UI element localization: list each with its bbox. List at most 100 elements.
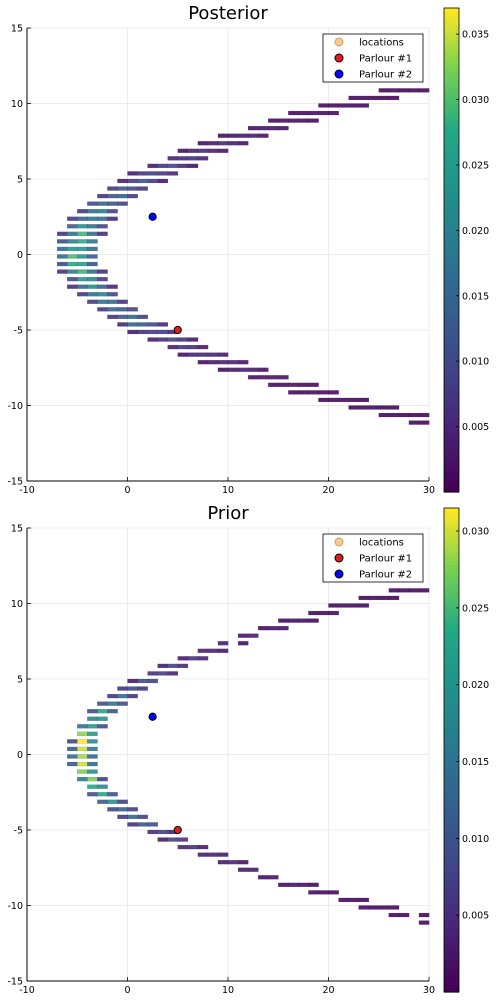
- heatmap-cell: [227, 360, 239, 365]
- heatmap-cell: [288, 382, 299, 387]
- x-tick-label: 20: [322, 485, 334, 496]
- colorbar-segment: [444, 205, 459, 211]
- heatmap-cell: [157, 178, 169, 184]
- heatmap-cell: [87, 269, 98, 274]
- heatmap-cell: [187, 148, 199, 153]
- colorbar-segment: [444, 774, 459, 779]
- heatmap-cell: [77, 292, 88, 297]
- heatmap-cell: [378, 412, 390, 418]
- heatmap-cell: [157, 171, 169, 176]
- colorbar-segment: [444, 391, 459, 396]
- colorbar-segment: [444, 116, 459, 122]
- colorbar-segment: [444, 745, 459, 751]
- heatmap-cell: [97, 209, 108, 214]
- colorbar-segment: [444, 124, 459, 130]
- heatmap-cell: [87, 739, 98, 744]
- heatmap-cell: [308, 118, 319, 123]
- heatmap-cell: [77, 246, 88, 252]
- legend-marker: [334, 53, 344, 63]
- heatmap-cell: [268, 382, 279, 387]
- colorbar-segment: [444, 564, 459, 570]
- colorbar-segment: [444, 927, 459, 933]
- colorbar-segment: [444, 76, 459, 82]
- heatmap-cell: [77, 731, 88, 736]
- heatmap-cell: [157, 322, 169, 327]
- y-tick-label: 5: [17, 175, 23, 186]
- legend-label: Parlour #1: [359, 554, 412, 565]
- colorbar-segment: [444, 100, 459, 106]
- colorbar-segment: [444, 56, 459, 62]
- colorbar-segment: [444, 233, 459, 239]
- heatmap-cell: [187, 352, 199, 357]
- colorbar-segment: [444, 28, 459, 33]
- colorbar-segment: [444, 12, 459, 17]
- colorbar-segment: [444, 770, 459, 775]
- heatmap-cell: [127, 329, 138, 335]
- colorbar-segment: [444, 245, 459, 251]
- heatmap-cell: [147, 822, 159, 827]
- heatmap-cell: [348, 95, 360, 101]
- heatmap-cell: [187, 156, 199, 161]
- y-tick-label: 15: [11, 524, 23, 535]
- heatmap-cell: [328, 890, 339, 895]
- heatmap-cell: [368, 95, 380, 101]
- heatmap-cell: [147, 337, 159, 342]
- heatmap-cell: [77, 739, 88, 744]
- colorbar-segment: [444, 157, 459, 162]
- heatmap-cell: [67, 276, 78, 282]
- colorbar-segment: [444, 68, 459, 74]
- heatmap-cell: [328, 103, 339, 108]
- x-tick-label: 0: [124, 485, 130, 496]
- heatmap-cell: [107, 186, 118, 191]
- heatmap-cell: [398, 588, 410, 593]
- colorbar-segment: [444, 705, 459, 711]
- colorbar-segment: [444, 612, 459, 618]
- heatmap-cell: [157, 671, 169, 676]
- colorbar-segment: [444, 165, 459, 170]
- colorbar-segment: [444, 653, 459, 658]
- heatmap-cell: [368, 405, 380, 410]
- colorbar-segment: [444, 314, 459, 320]
- colorbar-segment: [444, 133, 459, 138]
- heatmap-cell: [177, 163, 189, 169]
- heatmap-cell: [117, 178, 128, 184]
- colorbar-segment: [444, 544, 459, 549]
- colorbar-segment: [444, 161, 459, 166]
- colorbar-segment: [444, 854, 459, 860]
- colorbar-segment: [444, 274, 459, 279]
- heatmap-cell: [137, 822, 148, 827]
- heatmap-cell: [87, 777, 98, 782]
- y-tick-label: -10: [7, 401, 23, 412]
- heatmap-cell: [388, 412, 400, 418]
- legend-label: Parlour #1: [359, 54, 412, 65]
- heatmap-cell: [107, 807, 118, 812]
- heatmap-cell: [278, 626, 289, 631]
- colorbar-segment: [444, 326, 459, 332]
- heatmap-cell: [247, 375, 259, 380]
- heatmap-cell: [77, 239, 88, 244]
- heatmap-cell: [87, 254, 98, 259]
- colorbar-segment: [444, 407, 459, 412]
- heatmap-cell: [127, 193, 138, 199]
- heatmap-cell: [77, 724, 88, 729]
- heatmap-cell: [77, 254, 88, 259]
- heatmap-cell: [318, 397, 329, 403]
- colorbar-tick-label: 0.015: [462, 757, 489, 768]
- heatmap-cell: [418, 920, 430, 925]
- heatmap-cell: [67, 746, 78, 752]
- colorbar-segment: [444, 871, 459, 876]
- colorbar-segment: [444, 104, 459, 110]
- heatmap-cell: [197, 352, 209, 357]
- colorbar-tick-label: 0.010: [462, 834, 489, 845]
- heatmap-cell: [278, 375, 289, 380]
- colorbar-segment: [444, 471, 459, 477]
- colorbar-segment: [444, 939, 459, 945]
- heatmap-cell: [247, 126, 259, 131]
- heatmap-cell: [137, 186, 148, 191]
- heatmap-cell: [348, 103, 360, 108]
- heatmap-cell: [207, 648, 219, 653]
- colorbar-segment: [444, 608, 459, 614]
- heatmap-cell: [57, 231, 68, 236]
- colorbar-segment: [444, 693, 459, 699]
- heatmap-cell: [398, 412, 410, 418]
